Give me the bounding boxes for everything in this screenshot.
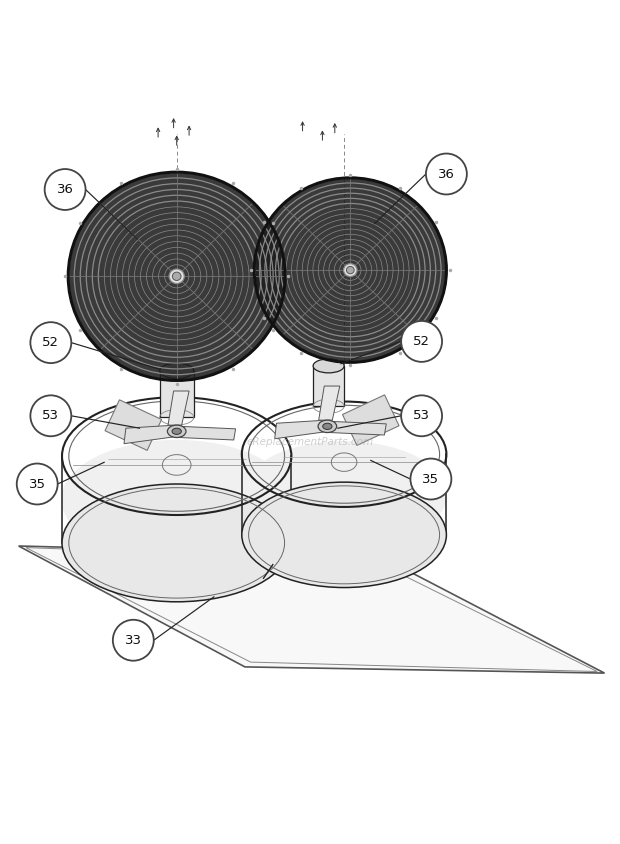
Ellipse shape bbox=[343, 263, 357, 277]
Polygon shape bbox=[124, 425, 175, 444]
Text: 36: 36 bbox=[438, 167, 455, 181]
Text: 52: 52 bbox=[413, 335, 430, 348]
Ellipse shape bbox=[172, 428, 181, 435]
Text: 53: 53 bbox=[413, 409, 430, 422]
Circle shape bbox=[17, 463, 58, 505]
Circle shape bbox=[426, 154, 467, 194]
Circle shape bbox=[401, 395, 442, 436]
Text: 36: 36 bbox=[56, 183, 74, 196]
Ellipse shape bbox=[313, 359, 344, 373]
Text: 35: 35 bbox=[29, 478, 46, 490]
Ellipse shape bbox=[172, 272, 181, 280]
Polygon shape bbox=[319, 386, 340, 420]
Polygon shape bbox=[342, 395, 399, 446]
Ellipse shape bbox=[62, 441, 291, 559]
Polygon shape bbox=[179, 426, 236, 440]
Ellipse shape bbox=[68, 172, 285, 381]
Polygon shape bbox=[330, 421, 386, 435]
FancyBboxPatch shape bbox=[313, 366, 344, 406]
Text: 35: 35 bbox=[422, 473, 440, 485]
Ellipse shape bbox=[347, 267, 354, 273]
FancyBboxPatch shape bbox=[159, 371, 193, 417]
Polygon shape bbox=[105, 400, 162, 451]
Ellipse shape bbox=[242, 482, 446, 587]
Ellipse shape bbox=[169, 269, 184, 284]
Circle shape bbox=[30, 322, 71, 363]
Ellipse shape bbox=[167, 425, 186, 437]
Circle shape bbox=[113, 619, 154, 661]
Ellipse shape bbox=[254, 178, 446, 362]
Ellipse shape bbox=[318, 420, 337, 432]
Text: 33: 33 bbox=[125, 634, 142, 647]
Polygon shape bbox=[275, 420, 326, 439]
Ellipse shape bbox=[323, 423, 332, 430]
Text: 53: 53 bbox=[42, 409, 60, 422]
Ellipse shape bbox=[242, 442, 446, 547]
Text: eReplacementParts.com: eReplacementParts.com bbox=[246, 437, 374, 446]
Circle shape bbox=[401, 321, 442, 362]
Text: 52: 52 bbox=[42, 336, 60, 349]
Polygon shape bbox=[168, 391, 189, 425]
Circle shape bbox=[410, 458, 451, 500]
Ellipse shape bbox=[62, 484, 291, 602]
Ellipse shape bbox=[159, 363, 193, 378]
Polygon shape bbox=[19, 546, 604, 674]
Circle shape bbox=[30, 395, 71, 436]
Circle shape bbox=[45, 169, 86, 210]
